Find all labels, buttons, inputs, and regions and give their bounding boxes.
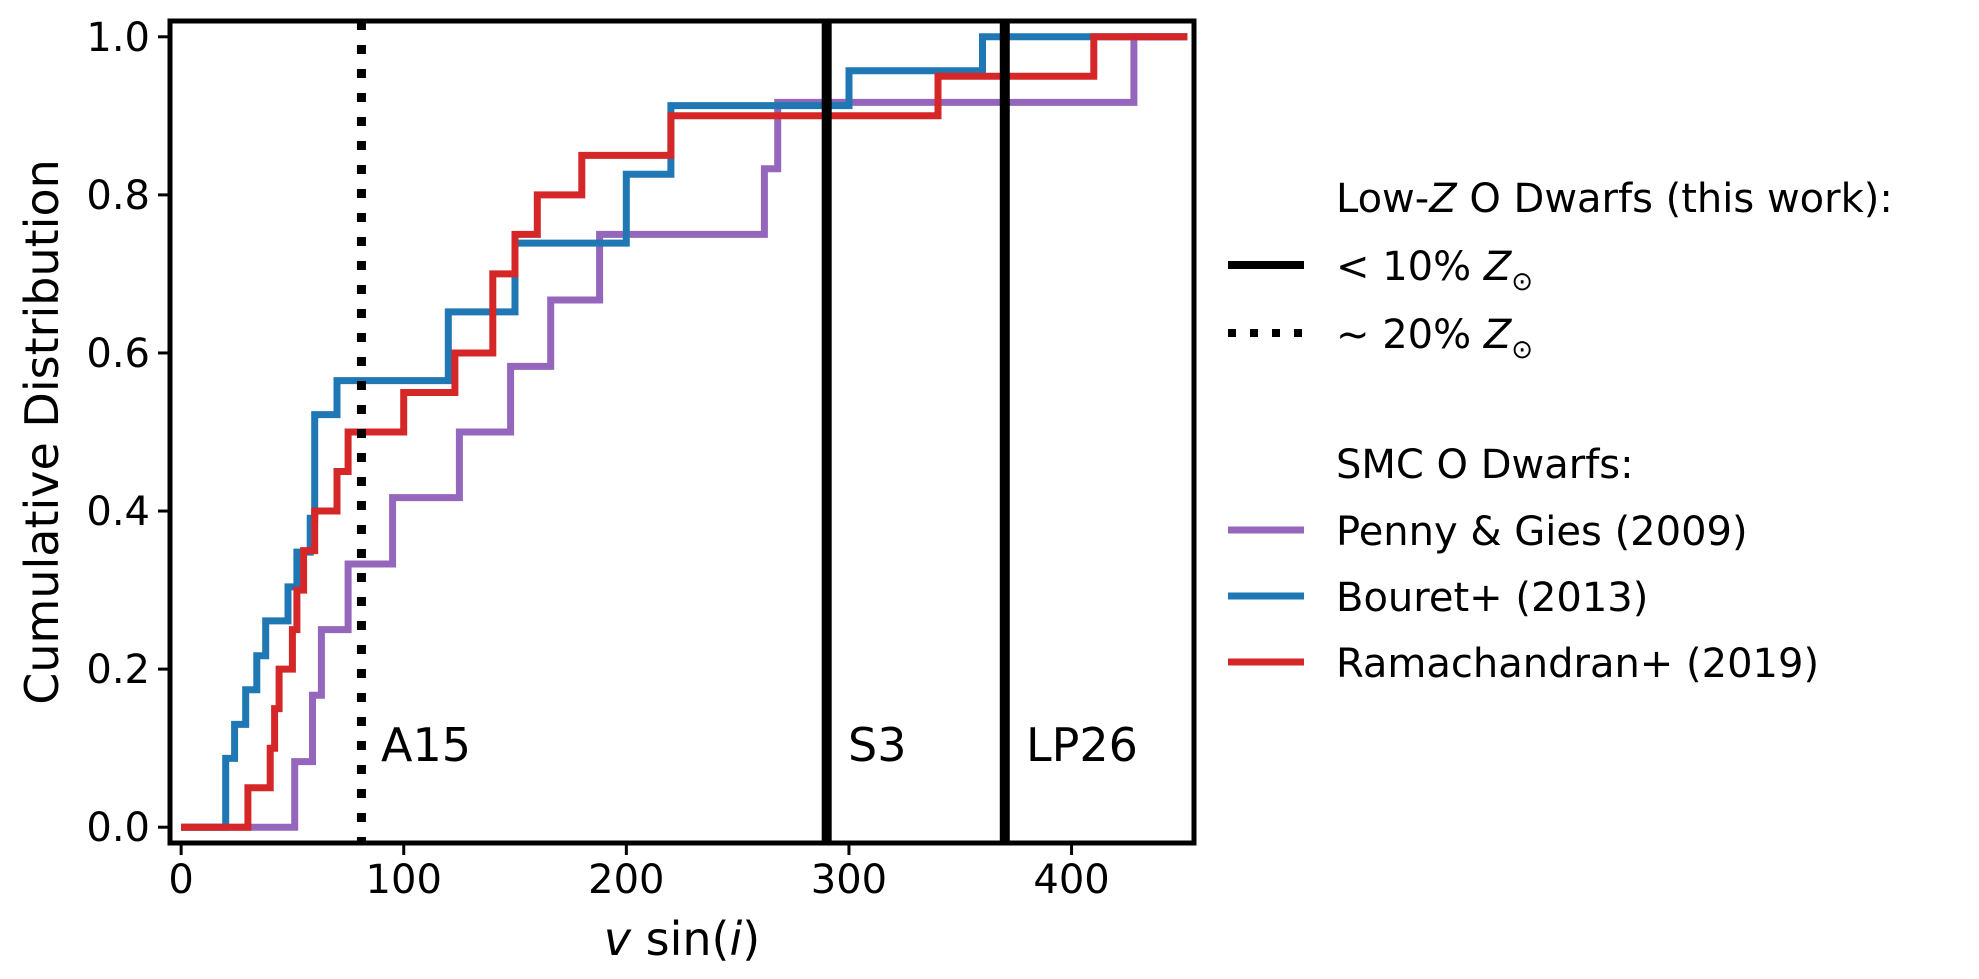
annotation-a15: A15: [381, 718, 471, 772]
annotation-s3: S3: [848, 718, 906, 772]
y-axis: 0.0 0.2 0.4 0.6 0.8 1.0: [86, 15, 170, 851]
y-tick-label: 0.2: [86, 647, 150, 693]
x-tick-label: 0: [168, 857, 193, 903]
legend: Low-Z O Dwarfs (this work): < 10% Z⊙ ~ 2…: [1228, 176, 1893, 687]
y-tick-label: 0.0: [86, 805, 150, 851]
legend-bouret-label: Bouret+ (2013): [1336, 575, 1648, 621]
legend-dotted-label: ~ 20% Z⊙: [1336, 312, 1533, 365]
y-axis-label: Cumulative Distribution: [15, 159, 69, 705]
axes-frame: [167, 18, 1197, 846]
legend-solid-label: < 10% Z⊙: [1336, 244, 1533, 297]
series-penny-gies-line: [181, 33, 1188, 831]
x-tick-label: 100: [366, 857, 442, 903]
y-tick-label: 0.4: [86, 489, 150, 535]
legend-group1-title: Low-Z O Dwarfs (this work):: [1336, 176, 1893, 222]
x-tick-label: 300: [811, 857, 887, 903]
x-axis: 0 100 200 300 400: [168, 843, 1110, 903]
annotation-lp26: LP26: [1026, 718, 1138, 772]
y-tick-label: 0.6: [86, 331, 150, 377]
x-tick-label: 400: [1033, 857, 1109, 903]
y-tick-label: 0.8: [86, 173, 150, 219]
plot-area: [181, 21, 1188, 843]
y-tick-label: 1.0: [86, 15, 150, 61]
x-tick-label: 200: [588, 857, 664, 903]
x-axis-label: v sin(i): [604, 912, 760, 966]
series-ramachandran-line: [181, 33, 1188, 831]
legend-penny-gies-label: Penny & Gies (2009): [1336, 509, 1748, 555]
legend-ramachandran-label: Ramachandran+ (2019): [1336, 641, 1819, 687]
series-bouret-line: [181, 33, 1188, 831]
legend-group2-title: SMC O Dwarfs:: [1336, 442, 1634, 488]
